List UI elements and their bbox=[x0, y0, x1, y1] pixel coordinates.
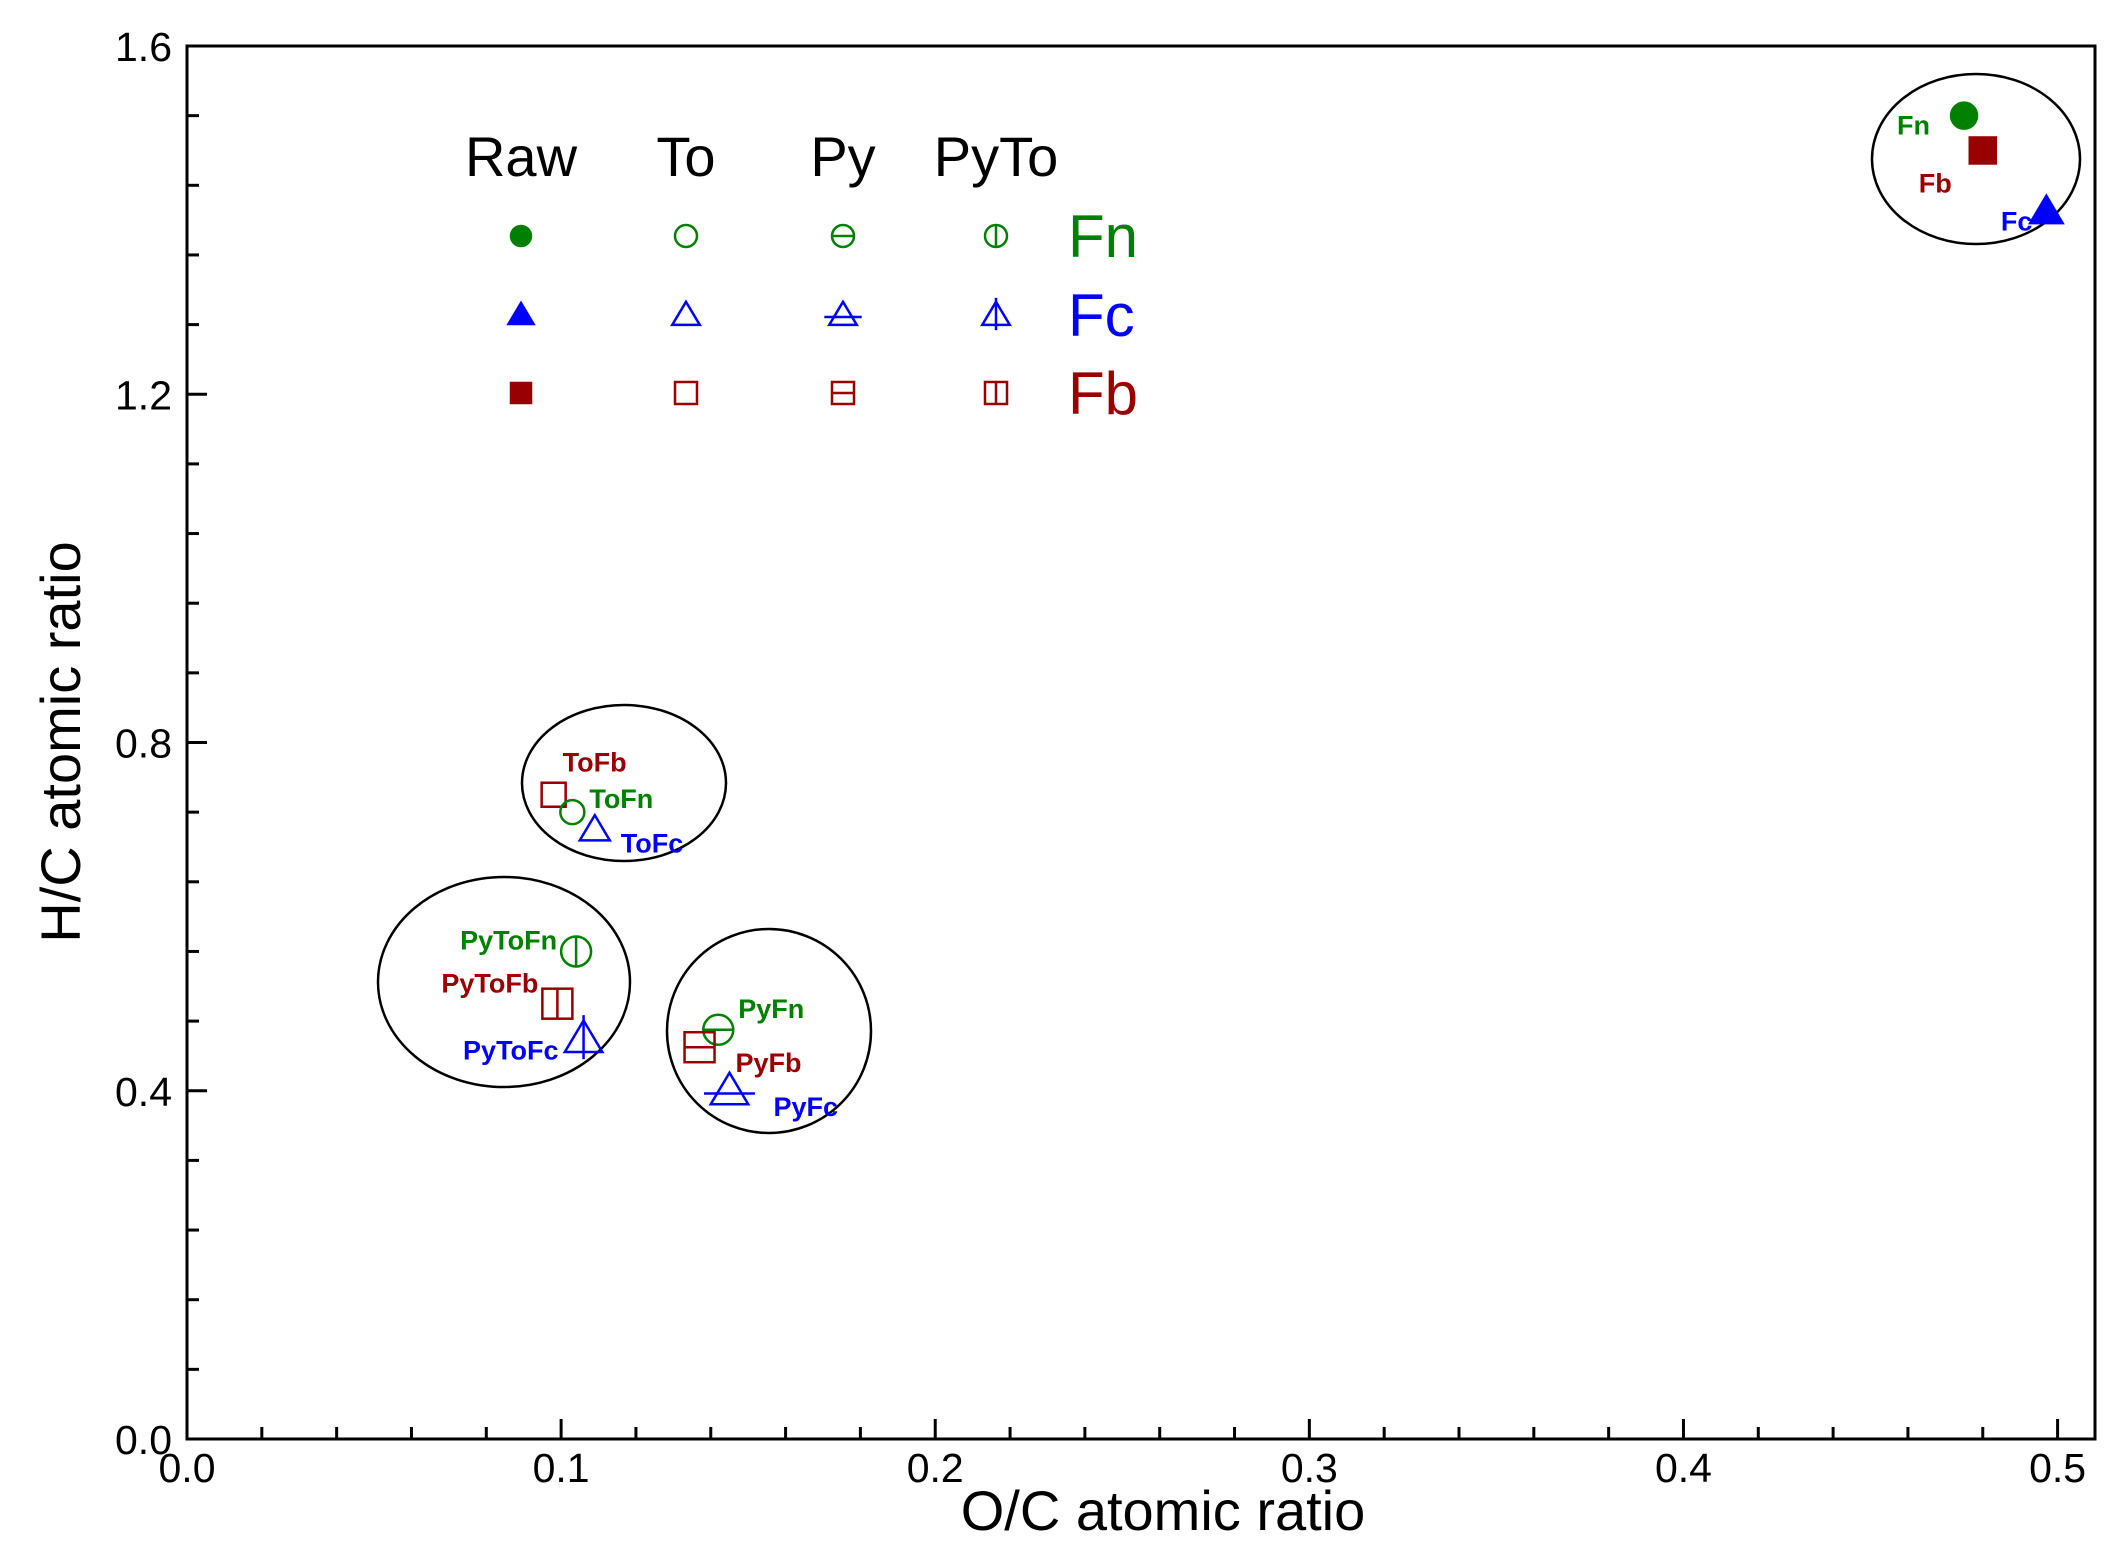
legend-marker-fn-raw bbox=[509, 224, 533, 248]
data-point-tofb bbox=[540, 781, 567, 808]
cluster-ellipse bbox=[1870, 72, 2082, 246]
legend-marker-fb-raw bbox=[509, 381, 533, 405]
point-label-fc: Fc bbox=[2001, 206, 2033, 236]
y-tick-label: 0.4 bbox=[115, 1069, 172, 1115]
legend-column-pyto: PyTo bbox=[934, 125, 1059, 188]
legend-row-fc: Fc bbox=[1068, 282, 1135, 349]
legend: Raw To Py PyToFn Fc Fb bbox=[465, 125, 1138, 427]
x-tick-label: 0.3 bbox=[1281, 1445, 1338, 1491]
point-label-pytofc: PyToFc bbox=[463, 1036, 559, 1066]
x-tick-label: 0.1 bbox=[533, 1445, 590, 1491]
legend-marker-fc-py bbox=[827, 299, 859, 327]
point-label-pytofn: PyToFn bbox=[460, 925, 557, 955]
legend-row-fb: Fb bbox=[1068, 360, 1138, 427]
x-tick-label: 0.0 bbox=[159, 1445, 216, 1491]
data-point-fb bbox=[1968, 136, 1998, 165]
point-label-fb: Fb bbox=[1919, 168, 1952, 198]
point-label-pytofb: PyToFb bbox=[441, 969, 538, 999]
cluster-ellipse bbox=[376, 875, 632, 1089]
x-tick-label: 0.5 bbox=[2029, 1445, 2086, 1491]
legend-marker-fb-to bbox=[673, 380, 699, 406]
legend-marker-fc-raw bbox=[506, 300, 536, 326]
legend-column-raw: Raw bbox=[465, 125, 578, 188]
data-point-tofc bbox=[577, 812, 612, 842]
data-point-fc bbox=[2027, 193, 2065, 225]
legend-column-to: To bbox=[656, 125, 715, 188]
x-tick-label: 0.4 bbox=[1655, 1445, 1712, 1491]
cluster-ellipse bbox=[665, 927, 873, 1135]
y-axis-title: H/C atomic ratio bbox=[29, 541, 92, 942]
data-point-fn bbox=[1949, 101, 1979, 130]
legend-marker-fc-to bbox=[670, 299, 702, 327]
data-point-pyfc bbox=[708, 1070, 751, 1106]
point-label-fn: Fn bbox=[1897, 111, 1930, 141]
axis-ticks: 0.0 0.1 0.2 0.3 0.4 0.5 0.0 0.4 0.8 1.2 1.6 bbox=[115, 24, 2086, 1491]
x-tick-label: 0.2 bbox=[907, 1445, 964, 1491]
cluster-ellipses bbox=[376, 72, 2082, 1135]
y-tick-label: 1.6 bbox=[115, 24, 172, 70]
y-tick-label: 0.8 bbox=[115, 721, 172, 767]
point-label-tofb: ToFb bbox=[563, 748, 627, 778]
point-label-pyfb: PyFb bbox=[736, 1048, 802, 1078]
point-label-pyfn: PyFn bbox=[738, 994, 804, 1024]
legend-row-fn: Fn bbox=[1068, 203, 1138, 270]
point-label-tofc: ToFc bbox=[621, 829, 684, 859]
data-points: FnFbFcToFbToFnToFcPyToFnPyToFbPyToFcPyFn… bbox=[441, 101, 2065, 1122]
y-tick-label: 1.2 bbox=[115, 372, 172, 418]
x-axis-title: O/C atomic ratio bbox=[961, 1479, 1366, 1542]
cluster-ellipse bbox=[520, 703, 728, 863]
plot-frame bbox=[185, 44, 2097, 1441]
legend-marker-fn-to bbox=[673, 223, 699, 249]
point-label-pyfc: PyFc bbox=[773, 1092, 838, 1122]
y-tick-label: 0.0 bbox=[115, 1417, 172, 1463]
point-label-tofn: ToFn bbox=[589, 784, 653, 814]
legend-column-py: Py bbox=[810, 125, 875, 188]
data-point-tofn bbox=[559, 798, 586, 826]
